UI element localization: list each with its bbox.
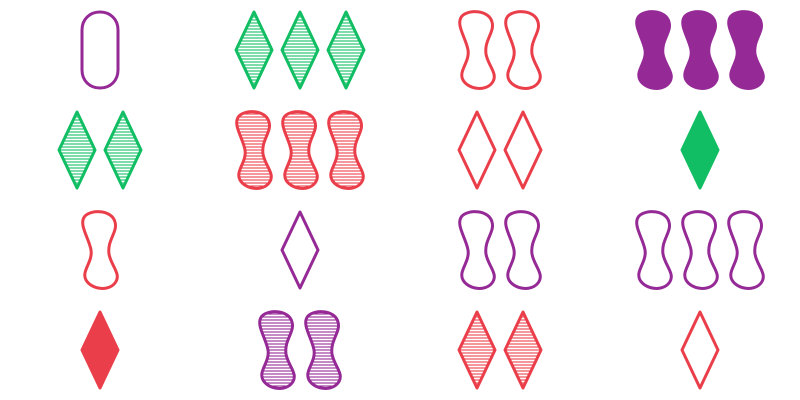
diamond-icon	[326, 10, 366, 90]
set-card[interactable]	[200, 100, 400, 200]
card-shapes	[235, 110, 365, 190]
card-shapes	[234, 10, 366, 90]
squiggle-icon	[635, 10, 673, 90]
squiggle-icon	[681, 10, 719, 90]
diamond-icon	[680, 310, 720, 390]
card-shapes	[680, 110, 720, 190]
card-shapes	[80, 10, 120, 90]
card-shapes	[457, 310, 543, 390]
squiggle-icon	[727, 210, 765, 290]
card-shapes	[457, 110, 543, 190]
squiggle-icon	[635, 210, 673, 290]
squiggle-icon	[258, 310, 296, 390]
diamond-icon	[280, 210, 320, 290]
set-card[interactable]	[400, 0, 600, 100]
squiggle-icon	[81, 210, 119, 290]
diamond-icon	[103, 110, 143, 190]
squiggle-icon	[681, 210, 719, 290]
card-shapes	[458, 10, 542, 90]
diamond-icon	[57, 110, 97, 190]
squiggle-icon	[304, 310, 342, 390]
set-card[interactable]	[600, 300, 800, 400]
set-card[interactable]	[0, 200, 200, 300]
diamond-icon	[503, 310, 543, 390]
set-card[interactable]	[200, 200, 400, 300]
squiggle-icon	[327, 110, 365, 190]
set-card[interactable]	[0, 0, 200, 100]
card-shapes	[280, 210, 320, 290]
diamond-icon	[680, 110, 720, 190]
diamond-icon	[457, 110, 497, 190]
squiggle-icon	[235, 110, 273, 190]
set-card[interactable]	[200, 300, 400, 400]
card-shapes	[680, 310, 720, 390]
diamond-icon	[503, 110, 543, 190]
set-card[interactable]	[600, 0, 800, 100]
card-shapes	[57, 110, 143, 190]
set-card[interactable]	[0, 100, 200, 200]
set-card[interactable]	[400, 200, 600, 300]
squiggle-icon	[458, 10, 496, 90]
set-card[interactable]	[600, 100, 800, 200]
diamond-icon	[280, 10, 320, 90]
card-shapes	[458, 210, 542, 290]
set-card[interactable]	[0, 300, 200, 400]
squiggle-icon	[727, 10, 765, 90]
card-shapes	[635, 10, 765, 90]
card-shapes	[80, 310, 120, 390]
squiggle-icon	[281, 110, 319, 190]
card-shapes	[81, 210, 119, 290]
squiggle-icon	[504, 210, 542, 290]
card-shapes	[635, 210, 765, 290]
diamond-icon	[80, 310, 120, 390]
set-card[interactable]	[200, 0, 400, 100]
card-shapes	[258, 310, 342, 390]
set-card[interactable]	[600, 200, 800, 300]
diamond-icon	[234, 10, 274, 90]
squiggle-icon	[504, 10, 542, 90]
oval-icon	[80, 10, 120, 90]
set-card[interactable]	[400, 300, 600, 400]
diamond-icon	[457, 310, 497, 390]
set-card[interactable]	[400, 100, 600, 200]
squiggle-icon	[458, 210, 496, 290]
